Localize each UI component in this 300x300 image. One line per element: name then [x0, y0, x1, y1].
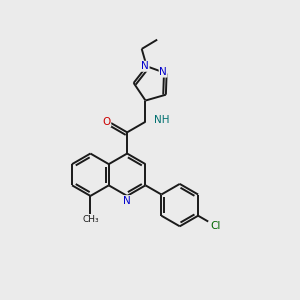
Text: NH: NH — [154, 115, 169, 125]
Text: N: N — [159, 67, 167, 77]
Text: N: N — [141, 61, 149, 71]
Text: N: N — [123, 196, 131, 206]
Text: O: O — [102, 116, 111, 127]
Text: Cl: Cl — [210, 221, 220, 231]
Text: CH₃: CH₃ — [82, 215, 99, 224]
